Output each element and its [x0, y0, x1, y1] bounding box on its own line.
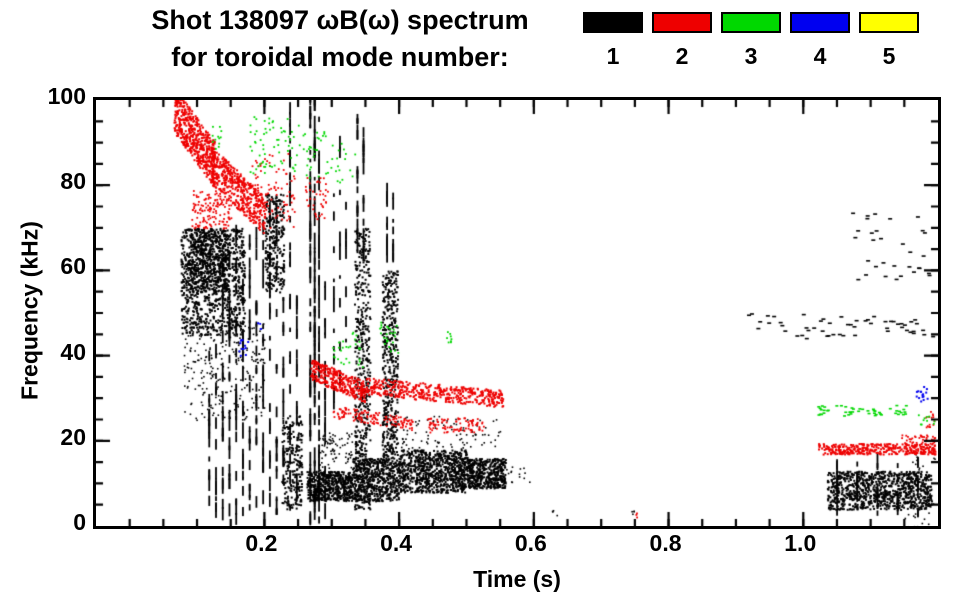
plot-area	[93, 97, 941, 529]
legend-item-3: 3	[721, 12, 781, 70]
y-tick-label: 100	[47, 83, 86, 109]
legend-swatch	[859, 12, 919, 33]
legend-item-4: 4	[790, 12, 850, 70]
x-tick-label: 1.0	[784, 530, 817, 556]
y-tick-label: 40	[60, 338, 86, 365]
legend-label: 1	[606, 43, 620, 69]
y-tick-label: 20	[60, 423, 86, 450]
legend-item-1: 1	[583, 12, 643, 70]
legend-swatch	[790, 12, 850, 33]
y-axis-title: Frequency (kHz)	[16, 221, 43, 400]
y-tick-label: 80	[60, 168, 86, 195]
legend: 1 2 3 4 5	[583, 12, 919, 70]
y-tick-label: 0	[73, 509, 86, 535]
legend-swatch	[652, 12, 712, 33]
legend-label: 2	[675, 43, 689, 69]
legend-label: 5	[882, 43, 896, 69]
x-tick-label: 0.2	[245, 530, 278, 556]
page-title-line2: for toroidal mode number:	[171, 42, 509, 72]
x-tick-label: 0.4	[380, 530, 413, 556]
x-tick-label: 0.8	[649, 530, 682, 556]
legend-item-2: 2	[652, 12, 712, 70]
legend-label: 4	[813, 43, 827, 69]
page-title-line1: Shot 138097 ωB(ω) spectrum	[151, 5, 529, 35]
legend-item-5: 5	[859, 12, 919, 70]
legend-label: 3	[744, 43, 758, 69]
legend-swatch	[583, 12, 643, 33]
y-tick-label: 60	[60, 253, 86, 280]
x-axis-title: Time (s)	[473, 566, 561, 592]
plot-canvas	[96, 100, 938, 526]
legend-swatch	[721, 12, 781, 33]
x-tick-label: 0.6	[514, 530, 547, 556]
